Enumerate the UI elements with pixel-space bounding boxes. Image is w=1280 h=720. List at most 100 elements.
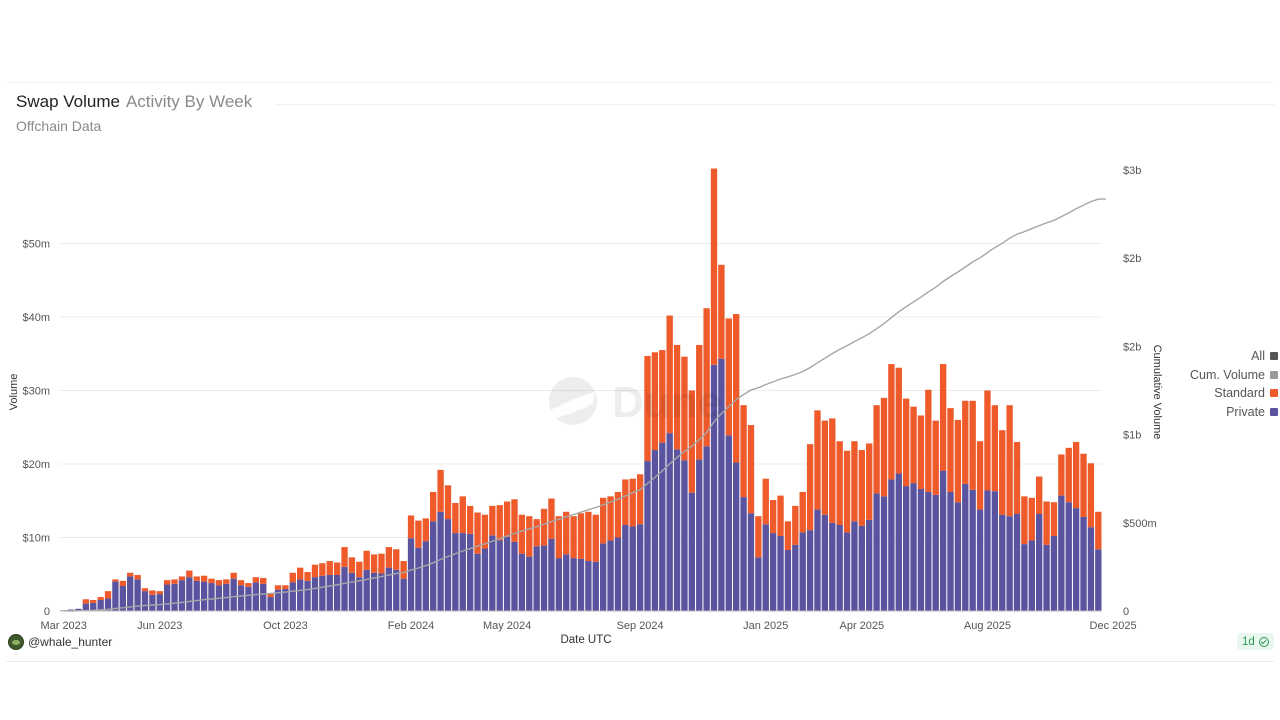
x-tick-label: Jan 2025 — [743, 620, 788, 632]
legend-item-cum-volume[interactable]: Cum. Volume — [1180, 366, 1280, 385]
bar-standard — [570, 516, 577, 559]
bar-private — [925, 491, 932, 611]
bar-private — [466, 533, 474, 611]
bar-private — [969, 489, 976, 611]
bar-private — [193, 580, 200, 611]
bar-standard — [289, 572, 296, 583]
bar-private — [75, 608, 82, 611]
bar-private — [1006, 516, 1013, 611]
bar-standard — [607, 496, 614, 541]
legend-swatch-all — [1270, 352, 1278, 361]
bar-private — [452, 533, 459, 611]
bar-standard — [858, 450, 866, 526]
bar-private — [267, 597, 274, 611]
bar-standard — [518, 514, 526, 554]
bar-standard — [341, 547, 348, 567]
bar-private — [422, 541, 429, 611]
bar-standard — [437, 469, 444, 512]
bar-private — [577, 558, 585, 611]
bar-standard — [282, 585, 289, 589]
bar-standard — [223, 579, 230, 584]
chart-title-text: Swap Volume — [16, 92, 120, 111]
cumulative-volume-line — [63, 198, 1106, 612]
refresh-badge[interactable]: 1d — [1237, 633, 1274, 650]
bar-standard — [969, 400, 976, 490]
bar-standard — [430, 491, 437, 522]
bar-standard — [415, 520, 422, 548]
bar-private — [156, 594, 163, 611]
bar-standard — [710, 168, 718, 365]
y2-tick-label: $2b — [1123, 341, 1141, 353]
x-tick-label: Apr 2025 — [839, 620, 884, 632]
bar-standard — [1080, 453, 1087, 517]
bar-standard — [696, 344, 703, 460]
bar-private — [104, 598, 112, 611]
bar-standard — [880, 397, 888, 497]
bar-private — [171, 583, 178, 611]
bar-private — [651, 450, 659, 611]
bar-standard — [740, 405, 747, 498]
bar-private — [407, 538, 415, 611]
bar-standard — [902, 398, 910, 487]
legend-item-all[interactable]: All — [1180, 347, 1280, 366]
bar-standard — [1072, 441, 1080, 509]
author-link[interactable]: @whale_hunter — [8, 634, 112, 650]
bar-standard — [149, 590, 156, 595]
bar-private — [134, 579, 141, 611]
legend-item-private[interactable]: Private — [1180, 403, 1280, 422]
bar-standard — [1043, 501, 1050, 545]
bar-private — [245, 586, 252, 611]
bar-private — [474, 553, 481, 611]
bar-private — [755, 557, 762, 611]
bar-standard — [976, 441, 984, 510]
bar-private — [917, 488, 925, 611]
bar-private — [829, 522, 836, 611]
bar-standard — [326, 561, 333, 575]
cumulative-line-group — [63, 198, 1106, 612]
bar-standard — [90, 599, 97, 603]
bar-standard — [208, 578, 215, 584]
bar-standard — [659, 350, 666, 443]
bar-private — [740, 497, 747, 611]
bar-private — [149, 594, 156, 611]
bar-standard — [163, 580, 171, 585]
bar-private — [481, 548, 489, 611]
bar-private — [82, 603, 90, 611]
bar-standard — [829, 418, 836, 523]
bar-private — [622, 525, 629, 611]
bar-private — [769, 533, 777, 611]
bar-private — [274, 589, 282, 611]
bar-private — [910, 483, 917, 611]
bar-standard — [274, 585, 282, 590]
bar-private — [67, 609, 75, 611]
bar-standard — [777, 495, 784, 537]
bar-private — [533, 546, 540, 611]
bar-private — [659, 442, 666, 611]
bar-private — [954, 502, 962, 611]
bar-private — [555, 558, 563, 611]
bar-standard — [370, 554, 378, 573]
bar-standard — [356, 561, 363, 578]
bar-private — [792, 544, 799, 611]
bar-standard — [851, 441, 858, 522]
bar-standard — [171, 579, 178, 584]
bar-standard — [577, 513, 585, 559]
bar-private — [97, 599, 104, 611]
bar-standard — [910, 406, 917, 484]
bar-private — [710, 364, 718, 611]
bar-private — [902, 486, 910, 611]
bar-standard — [947, 408, 954, 492]
legend-item-standard[interactable]: Standard — [1180, 384, 1280, 403]
bar-standard — [363, 550, 370, 570]
bar-standard — [186, 570, 193, 578]
bar-standard — [799, 491, 806, 533]
bar-private — [548, 538, 555, 611]
bar-private — [282, 588, 289, 611]
bar-private — [208, 583, 215, 611]
bar-private — [1065, 502, 1072, 611]
bar-standard — [481, 514, 489, 549]
bar-private — [592, 561, 599, 611]
bar-standard — [651, 352, 659, 451]
bar-private — [939, 470, 947, 611]
bar-standard — [836, 441, 843, 526]
